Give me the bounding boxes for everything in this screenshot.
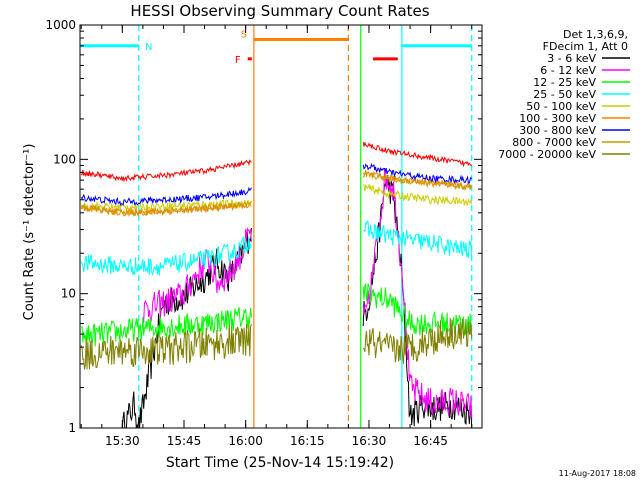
y-tick-label-2: 10 (61, 287, 76, 301)
legend-header-2: FDecim 1, Att 0 (543, 40, 628, 53)
y-tick-label-1: 1 (68, 421, 76, 435)
x-axis-label: Start Time (25-Nov-14 15:19:42) (166, 455, 394, 471)
series-line-8 (80, 168, 473, 218)
x-tick-label-6: 16:45 (413, 434, 448, 448)
x-tick-label-2: 15:45 (167, 434, 202, 448)
legend-label-4: 25 - 50 keV (533, 88, 596, 101)
footer-date: 11-Aug-2017 18:08 (559, 469, 636, 478)
axes: 1 10 100 1000 15:30 15:45 16:00 16:15 16:30 16:45 (45, 18, 483, 448)
chart-title: HESSI Observing Summary Count Rates (130, 2, 429, 20)
legend-header-1: Det 1,3,6,9, (563, 28, 628, 41)
plot-area: N S F (80, 25, 473, 429)
series-line-4 (80, 220, 473, 276)
series-line-3 (80, 282, 473, 347)
legend-label-6: 100 - 300 keV (519, 112, 596, 125)
legend-label-9: 7000 - 20000 keV (498, 148, 596, 161)
series-line-9 (80, 317, 473, 370)
night-label: N (145, 42, 152, 53)
x-tick-label-5: 16:30 (352, 434, 387, 448)
x-tick-label-1: 15:30 (105, 434, 140, 448)
legend-label-1: 3 - 6 keV (547, 52, 596, 65)
series-line-5 (80, 184, 473, 213)
y-axis-label: Count Rate (s⁻¹ detector⁻¹) (22, 144, 37, 321)
y-tick-label-4: 1000 (45, 18, 76, 32)
legend-label-7: 300 - 800 keV (519, 124, 596, 137)
plot-frame (79, 24, 483, 429)
series-line-10 (80, 142, 473, 183)
saa-label: S (241, 29, 247, 40)
series-line-2 (142, 168, 473, 418)
legend-label-8: 800 - 7000 keV (512, 136, 596, 149)
legend-label-3: 12 - 25 keV (533, 76, 596, 89)
legend-label-2: 6 - 12 keV (540, 64, 596, 77)
legend-label-5: 50 - 100 keV (526, 100, 596, 113)
x-tick-label-4: 16:15 (290, 434, 325, 448)
series-line-7 (80, 162, 473, 206)
flare-label: F (235, 55, 241, 66)
y-tick-label-3: 100 (53, 152, 76, 166)
x-tick-label-3: 16:00 (228, 434, 263, 448)
